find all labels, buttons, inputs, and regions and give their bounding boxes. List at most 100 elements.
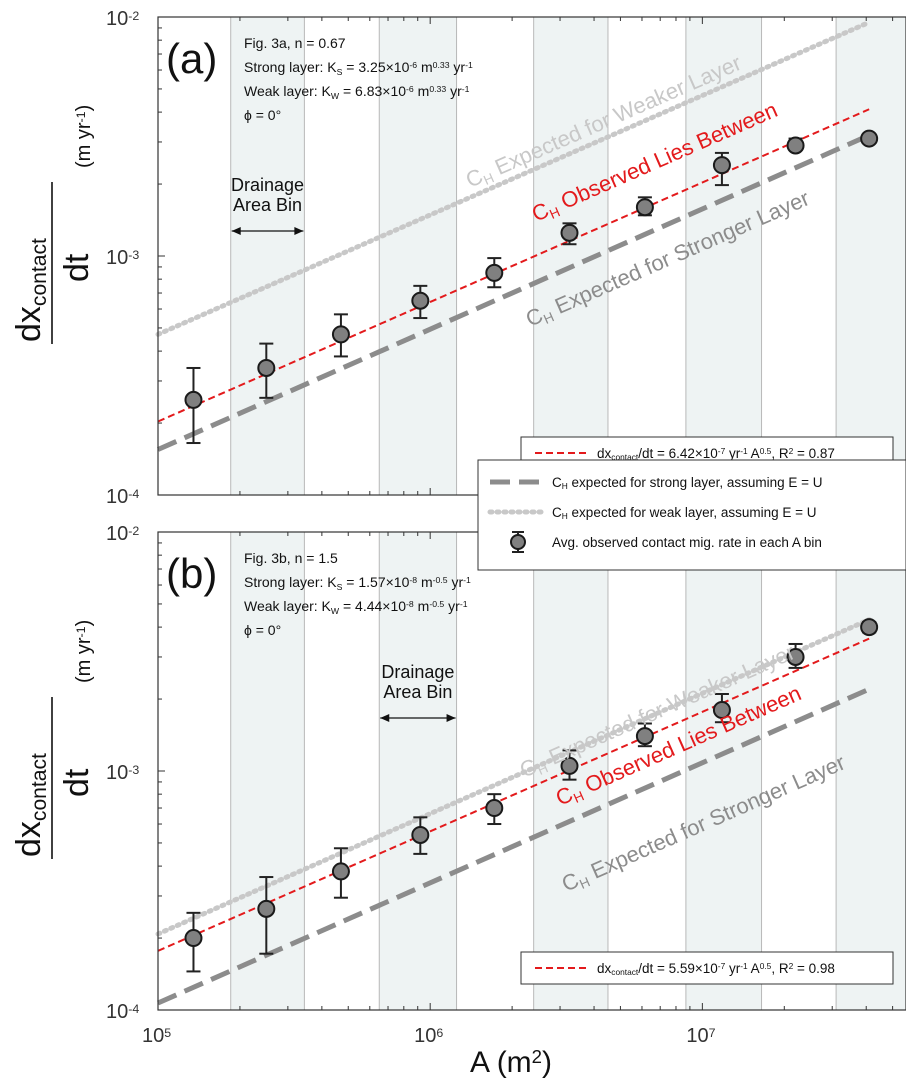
shared-legend-box [477, 459, 906, 571]
legend-strong-text-part: H [562, 481, 568, 491]
data-point [635, 198, 654, 217]
y-axis-numerator-part: contact [28, 753, 51, 821]
panel-label: (b) [166, 550, 217, 597]
bin-shade [836, 17, 906, 495]
y-tick-label-part: -3 [128, 763, 139, 777]
fit-legend-text: dxcontact/dt = 5.59×10-7 yr-1 A0.5, R2 =… [597, 961, 835, 977]
y-axis-unit-part: (m yr [73, 637, 95, 683]
legend-obs-text: Avg. observed contact mig. rate in each … [552, 535, 822, 550]
strong-layer-line [156, 686, 871, 1006]
y-tick-label-part: 10 [106, 8, 128, 30]
data-point [184, 929, 203, 948]
weak-layer-line [155, 617, 872, 937]
y-tick-label: 10-4 [106, 1001, 139, 1023]
legend-strong-text-part: expected for strong layer, assuming E = … [568, 475, 823, 490]
data-point [485, 263, 504, 282]
info-weak-part: m [414, 83, 430, 99]
data-point [411, 825, 430, 844]
data-point [786, 647, 805, 666]
y-axis-numerator-part: dx [10, 306, 48, 342]
info-weak-part: Weak layer: K [244, 598, 332, 614]
data-point [411, 291, 430, 310]
data-point [635, 727, 654, 746]
fit-line [157, 637, 870, 952]
data-point [184, 390, 203, 409]
strong-layer-line [156, 132, 871, 452]
y-tick-label-part: -2 [128, 9, 139, 23]
fit-legend-text-part: dx [597, 961, 612, 976]
y-tick-label-part: 10 [106, 762, 128, 784]
data-point [257, 899, 276, 918]
y-axis-denominator: dt [58, 768, 96, 797]
x-tick-label-part: 10 [686, 1025, 708, 1047]
info-strong-part: Strong layer: K [244, 574, 337, 590]
y-axis-unit-part: -1 [74, 111, 88, 122]
fit-legend-text-part: yr [725, 961, 741, 976]
y-tick-label: 10-3 [106, 247, 139, 269]
fit-legend-text-part: /dt = 5.59×10 [638, 961, 718, 976]
info-weak-part: W [331, 606, 340, 616]
info-strong-part: -6 [409, 60, 417, 70]
y-axis-denominator: dt [58, 253, 96, 282]
info-weak-part: -0.5 [429, 599, 444, 609]
fit-legend-text-part: yr [725, 446, 741, 461]
bin-annotation: Area Bin [233, 195, 302, 215]
x-axis-label-part: 2 [532, 1046, 542, 1067]
bin-annotation: Drainage [231, 175, 304, 195]
bin-annotation: Drainage [381, 662, 454, 682]
bin-shade [230, 17, 305, 495]
y-tick-label-part: 10 [106, 1001, 128, 1023]
data-point [560, 756, 579, 775]
y-tick-label-part: 10 [106, 247, 128, 269]
y-tick-label: 10-3 [106, 762, 139, 784]
y-tick-label-part: -2 [128, 524, 139, 538]
legend-obs-marker [510, 534, 526, 550]
x-tick-label-part: 7 [709, 1026, 716, 1040]
data-point [860, 129, 879, 148]
fit-legend-text-part: 2 [789, 961, 794, 971]
x-axis-label-part: ) [542, 1046, 552, 1079]
info-weak-part: yr [444, 598, 460, 614]
info-weak-part: 0.33 [429, 84, 446, 94]
info-weak-part: m [414, 598, 430, 614]
info-fig: Fig. 3a, n = 0.67 [244, 35, 346, 51]
info-weak-part: -1 [462, 84, 470, 94]
y-axis-unit-part: (m yr [73, 122, 95, 168]
x-axis-label: A (m2) [470, 1046, 552, 1079]
y-tick-label: 10-4 [106, 486, 139, 508]
data-point [560, 223, 579, 242]
y-tick-label-part: -3 [128, 248, 139, 262]
fit-legend-text-part: contact [611, 967, 639, 977]
y-tick-label-part: -4 [128, 1002, 139, 1016]
info-weak: Weak layer: KW = 6.83×10-6 m0.33 yr-1 [244, 83, 470, 101]
y-tick-label-part: -4 [128, 487, 139, 501]
data-point [786, 136, 805, 155]
y-axis-label: dxcontact dt(m yr-1) [10, 620, 96, 859]
fit-legend-text-part: -1 [740, 446, 748, 456]
fit-legend-text-part: A [748, 961, 760, 976]
bin-shade [836, 532, 906, 1010]
info-strong-part: -1 [463, 575, 471, 585]
fit-legend-text-part: 0.5 [760, 961, 772, 971]
fit-legend-text-part: = 0.87 [793, 446, 835, 461]
info-strong-part: S [337, 582, 343, 592]
fit-legend-text-part: A [748, 446, 760, 461]
info-strong-part: -0.5 [433, 575, 448, 585]
info-weak-part: -6 [406, 84, 414, 94]
info-strong-part: yr [450, 59, 466, 75]
legend-weak-text-part: C [552, 505, 562, 520]
info-weak-part: = 4.44×10 [339, 598, 406, 614]
info-weak-part: = 6.83×10 [339, 83, 406, 99]
y-axis-unit-part: ) [73, 105, 95, 112]
x-tick-label: 106 [414, 1025, 443, 1047]
info-weak-part: -1 [460, 599, 468, 609]
y-axis-unit-part: -1 [74, 626, 88, 637]
info-fig: Fig. 3b, n = 1.5 [244, 550, 338, 566]
bin-arrow-head [380, 714, 390, 722]
data-point [485, 799, 504, 818]
weak-layer-line [155, 19, 872, 337]
bin-arrow-head [446, 714, 456, 722]
